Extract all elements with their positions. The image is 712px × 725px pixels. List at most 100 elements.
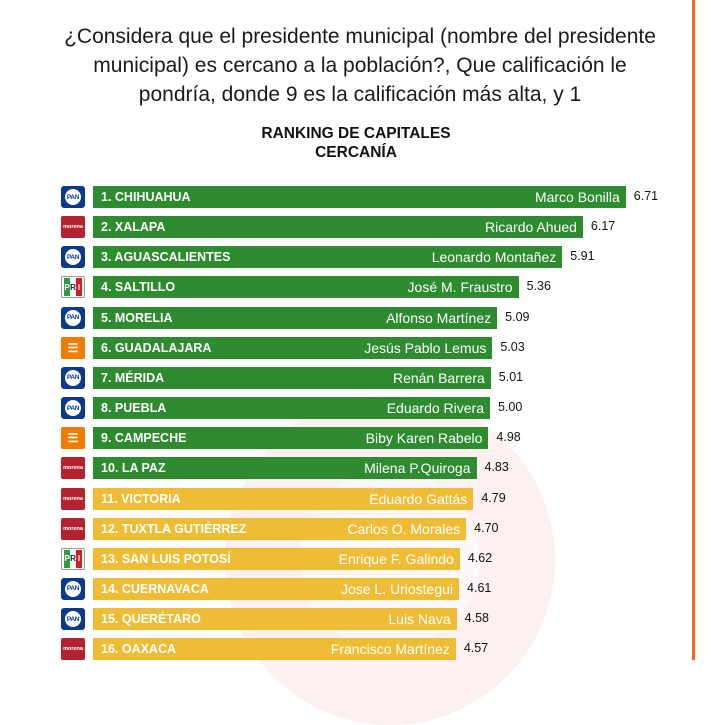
pan-logo-icon: PAN	[61, 397, 85, 420]
city-label: 7. MÉRIDA	[101, 370, 165, 385]
mayor-name: Marco Bonilla	[534, 189, 620, 205]
bar: 12. TUXTLA GUTIÉRREZ Carlos O. Morales	[93, 517, 467, 540]
city-label: 5. MORELIA	[101, 310, 173, 325]
mc-logo-icon: ☰	[61, 427, 85, 450]
city-label: 16. OAXACA	[101, 642, 177, 657]
mayor-name: Jose L. Uriostegui	[340, 580, 454, 597]
bar: 5. MORELIA Alfonso Martínez	[93, 306, 498, 329]
mayor-name: Francisco Martínez	[330, 641, 450, 658]
mc-logo-icon: ☰	[61, 336, 85, 359]
city-label: 13. SAN LUIS POTOSÍ	[101, 551, 231, 566]
city-label: 11. VICTORIA	[101, 491, 181, 506]
ranking-row: PAN 1. CHIHUAHUA Marco Bonilla 6.71	[0, 186, 712, 208]
value-label: 5.36	[526, 279, 551, 294]
city-label: 8. PUEBLA	[101, 401, 167, 416]
right-edge-line	[692, 0, 695, 660]
pan-logo-icon: PAN	[61, 366, 85, 389]
ranking-row: PAN 5. MORELIA Alfonso Martínez 5.09	[0, 306, 712, 329]
morena-logo-icon: morena	[61, 638, 85, 661]
value-label: 4.57	[463, 641, 489, 656]
city-label: 2. XALAPA	[101, 220, 166, 235]
bar: 2. XALAPA Ricardo Ahued	[93, 216, 583, 239]
morena-logo-icon: morena	[61, 216, 85, 239]
value-label: 5.00	[498, 400, 523, 415]
chart-title: RANKING DE CAPITALES	[261, 125, 451, 142]
mayor-name: Eduardo Rivera	[386, 400, 484, 417]
bar: 6. GUADALAJARA Jesús Pablo Lemus	[93, 336, 493, 359]
mayor-name: Alfonso Martínez	[386, 309, 492, 326]
ranking-chart: PAN 1. CHIHUAHUA Marco Bonilla 6.71 morena 2.…	[0, 186, 712, 661]
bar: 10. LA PAZ Milena P.Quiroga	[93, 457, 477, 480]
ranking-row: P R I 13. SAN LUIS POTOSÍ Enrique F. Galindo…	[0, 547, 712, 570]
value-label: 6.71	[633, 189, 659, 203]
mayor-name: Jesús Pablo Lemus	[364, 339, 487, 356]
pan-logo-icon: PAN	[61, 306, 85, 329]
value-label: 4.79	[481, 490, 506, 505]
city-label: 10. LA PAZ	[101, 461, 166, 476]
morena-logo-icon: morena	[61, 487, 85, 510]
mayor-name: Eduardo Gattás	[369, 490, 468, 507]
city-label: 9. CAMPECHE	[101, 431, 187, 446]
bar: 7. MÉRIDA Renán Barrera	[93, 366, 491, 389]
bar: 11. VICTORIA Eduardo Gattás	[93, 487, 474, 510]
bar: 13. SAN LUIS POTOSÍ Enrique F. Galindo	[93, 547, 460, 570]
value-label: 5.01	[498, 369, 524, 384]
city-label: 3. AGUASCALIENTES	[101, 250, 231, 265]
ranking-row: PAN 8. PUEBLA Eduardo Rivera 5.00	[0, 397, 712, 420]
city-label: 4. SALTILLO	[101, 280, 176, 295]
city-label: 1. CHIHUAHUA	[101, 190, 191, 204]
mayor-name: José M. Fraustro	[407, 279, 513, 296]
city-label: 6. GUADALAJARA	[101, 340, 212, 355]
city-label: 15. QUERÉTARO	[101, 612, 201, 627]
mayor-name: Enrique F. Galindo	[338, 550, 454, 567]
ranking-row: PAN 15. QUERÉTARO Luis Nava 4.58	[0, 608, 712, 631]
bar: 16. OAXACA Francisco Martínez	[93, 638, 456, 661]
ranking-row: P R I 4. SALTILLO José M. Fraustro 5.36	[0, 276, 712, 299]
chart-title-block: RANKING DE CAPITALES CERCANÍA	[206, 124, 506, 162]
ranking-row: PAN 14. CUERNAVACA Jose L. Uriostegui 4.61	[0, 577, 712, 600]
ranking-row: morena 11. VICTORIA Eduardo Gattás 4.79	[0, 487, 712, 510]
ranking-row: morena 12. TUXTLA GUTIÉRREZ Carlos O. Mora…	[0, 517, 712, 540]
bar: 3. AGUASCALIENTES Leonardo Montañez	[93, 246, 563, 269]
value-label: 6.17	[590, 219, 616, 234]
value-label: 4.98	[496, 430, 521, 445]
city-label: 14. CUERNAVACA	[101, 581, 209, 596]
value-label: 4.61	[467, 580, 492, 595]
pan-logo-icon: PAN	[61, 246, 85, 269]
value-label: 4.70	[474, 520, 499, 535]
value-label: 5.09	[505, 309, 530, 324]
ranking-row: morena 10. LA PAZ Milena P.Quiroga 4.83	[0, 457, 712, 480]
mayor-name: Biby Karen Rabelo	[365, 430, 483, 447]
ranking-row: morena 16. OAXACA Francisco Martínez 4.57	[0, 638, 712, 661]
bar: 14. CUERNAVACA Jose L. Uriostegui	[93, 577, 460, 600]
mayor-name: Leonardo Montañez	[431, 249, 557, 266]
bar: 9. CAMPECHE Biby Karen Rabelo	[93, 427, 489, 450]
pan-logo-icon: PAN	[61, 577, 85, 600]
pan-logo-icon: PAN	[61, 186, 85, 208]
value-label: 5.03	[500, 339, 525, 354]
mayor-name: Carlos O. Morales	[347, 520, 461, 537]
ranking-row: PAN 7. MÉRIDA Renán Barrera 5.01	[0, 366, 712, 389]
mayor-name: Renán Barrera	[392, 369, 485, 386]
mayor-name: Milena P.Quiroga	[364, 460, 471, 477]
mayor-name: Luis Nava	[388, 611, 451, 628]
survey-question: ¿Considera que el presidente municipal (…	[64, 25, 656, 106]
bar: 15. QUERÉTARO Luis Nava	[93, 608, 457, 631]
morena-logo-icon: morena	[61, 457, 85, 480]
city-label: 12. TUXTLA GUTIÉRREZ	[101, 521, 247, 536]
ranking-row: morena 2. XALAPA Ricardo Ahued 6.17	[0, 216, 712, 239]
pan-logo-icon: PAN	[61, 608, 85, 631]
bar: 4. SALTILLO José M. Fraustro	[93, 276, 519, 299]
value-label: 4.62	[467, 550, 493, 565]
chart-subtitle: CERCANÍA	[315, 144, 397, 161]
ranking-row: ☰ 9. CAMPECHE Biby Karen Rabelo 4.98	[0, 427, 712, 450]
morena-logo-icon: morena	[61, 517, 85, 540]
ranking-row: PAN 3. AGUASCALIENTES Leonardo Montañez 5.9…	[0, 246, 712, 269]
value-label: 4.58	[464, 611, 489, 626]
ranking-row: ☰ 6. GUADALAJARA Jesús Pablo Lemus 5.03	[0, 336, 712, 359]
value-label: 5.91	[570, 249, 595, 264]
bar: 1. CHIHUAHUA Marco Bonilla	[93, 186, 626, 208]
bar: 8. PUEBLA Eduardo Rivera	[93, 397, 490, 420]
